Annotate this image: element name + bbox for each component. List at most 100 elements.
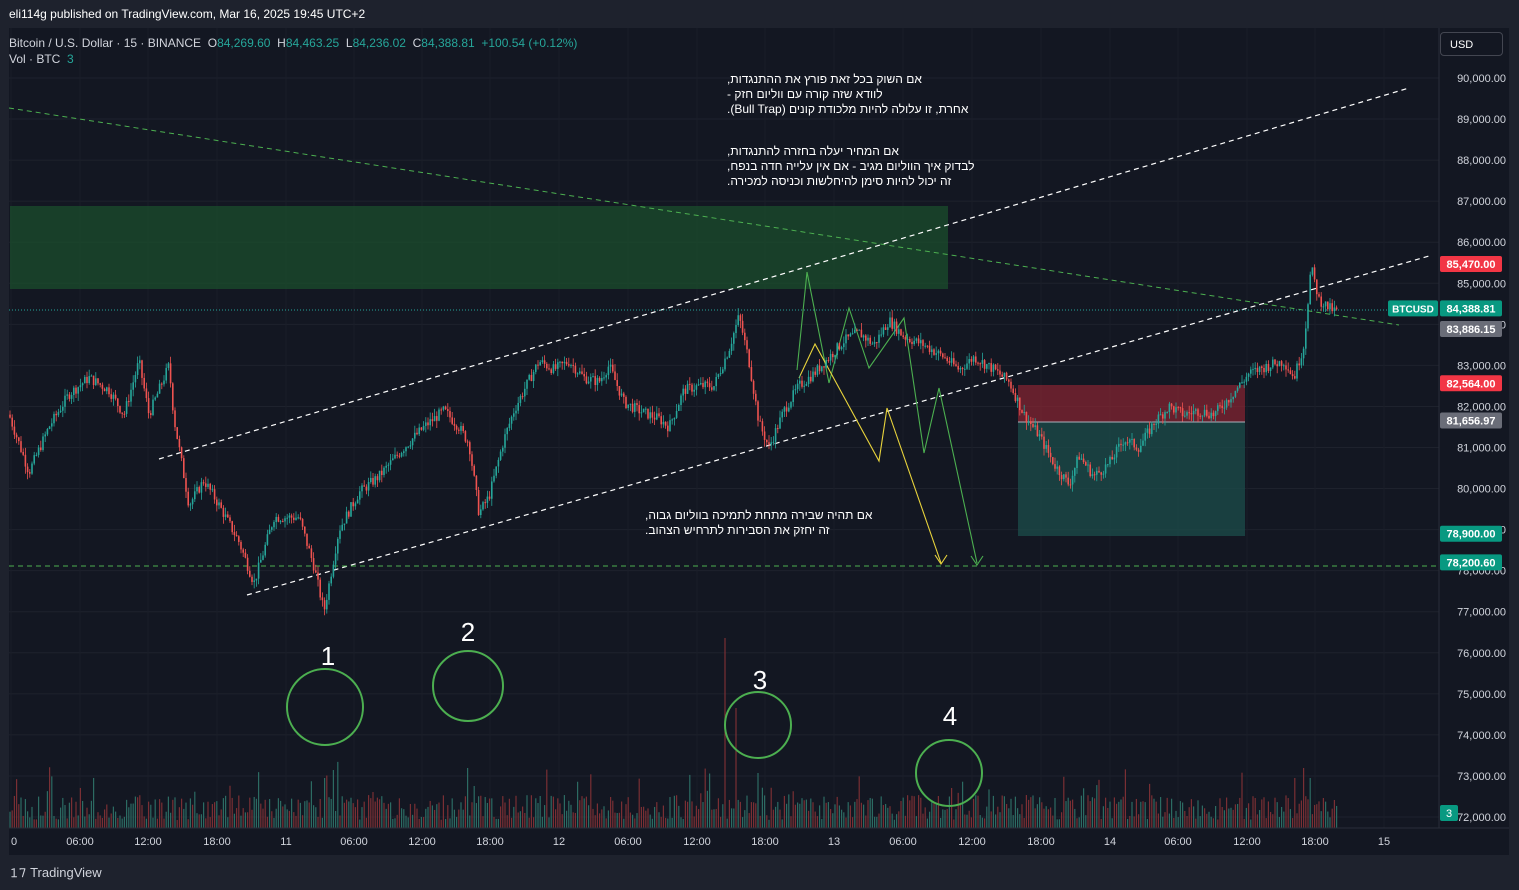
- volume-bar: [533, 817, 535, 828]
- candle-body: [365, 486, 368, 491]
- candle-body: [1096, 470, 1098, 475]
- volume-bar: [236, 808, 238, 828]
- volume-bar: [720, 816, 722, 828]
- volume-bar: [634, 818, 636, 828]
- volume-bar: [1149, 783, 1151, 828]
- volume-bar: [299, 802, 301, 828]
- candle-body: [400, 453, 403, 457]
- volume-bar: [981, 817, 983, 828]
- candle-body: [1019, 397, 1021, 411]
- volume-bar: [907, 795, 909, 828]
- candle-body: [374, 476, 376, 485]
- candle-body: [53, 413, 55, 424]
- chart-area[interactable]: 1 2 3 4 90,000.00 89,000.00 88,000.00 87,00…: [9, 28, 1509, 855]
- volume-label[interactable]: Vol · BTC: [9, 52, 61, 66]
- marker-number: 1: [321, 641, 335, 671]
- volume-bar: [405, 815, 407, 828]
- candle-body: [1256, 367, 1259, 373]
- candle-body: [629, 403, 632, 405]
- candle-body: [106, 387, 108, 392]
- candle-body: [255, 578, 258, 581]
- candle-body: [211, 489, 214, 491]
- candle-body: [174, 410, 176, 428]
- candle-body: [988, 363, 990, 365]
- candle-body: [1036, 425, 1039, 437]
- candle-body: [772, 441, 775, 443]
- volume-bar: [1309, 778, 1311, 828]
- candle-body: [939, 350, 942, 354]
- volume-bar: [742, 817, 744, 828]
- candle-body: [928, 345, 931, 353]
- candle-body: [233, 532, 236, 536]
- candle-body: [1082, 458, 1085, 463]
- candle-body: [739, 315, 742, 321]
- candle-body: [757, 401, 759, 421]
- candle-body: [893, 321, 896, 329]
- candle-body: [1093, 474, 1096, 476]
- candle-body: [169, 363, 172, 384]
- candle-body: [480, 509, 482, 516]
- candle-body: [889, 317, 891, 328]
- candle-body: [253, 580, 255, 582]
- currency-selector[interactable]: USD: [1440, 32, 1503, 56]
- volume-bar: [1063, 776, 1065, 828]
- candle-body: [271, 527, 273, 530]
- volume-bar: [1325, 801, 1327, 828]
- volume-bar: [794, 804, 796, 828]
- volume-bar: [31, 806, 33, 828]
- candle-body: [1208, 415, 1210, 419]
- candle-body: [631, 403, 634, 412]
- volume-bar: [398, 798, 400, 828]
- tradingview-logo[interactable]: 𝟷𝟽 TradingView: [10, 865, 102, 881]
- candle-body: [1225, 400, 1228, 408]
- candle-body: [1034, 425, 1036, 427]
- volume-bar: [687, 801, 689, 828]
- candle-body: [708, 383, 711, 388]
- candle-body: [565, 361, 568, 365]
- candle-body: [530, 374, 533, 382]
- candle-body: [367, 482, 370, 491]
- candle-body: [48, 426, 51, 429]
- candle-body: [524, 388, 526, 397]
- candle-body: [376, 476, 379, 481]
- price-chart[interactable]: 1 2 3 4 90,000.00 89,000.00 88,000.00 87,00…: [9, 28, 1509, 855]
- candle-body: [766, 439, 768, 443]
- volume-bar: [469, 815, 471, 828]
- candle-body: [1014, 393, 1017, 402]
- symbol-title[interactable]: Bitcoin / U.S. Dollar · 15 · BINANCE: [9, 36, 202, 50]
- candle-body: [792, 390, 794, 403]
- candle-body: [572, 365, 574, 367]
- volume-bar: [638, 778, 640, 828]
- candle-body: [9, 414, 11, 418]
- candle-body: [1065, 474, 1067, 478]
- candle-body: [539, 362, 541, 366]
- candle-body: [902, 335, 904, 338]
- volume-bar: [1294, 778, 1296, 828]
- candle-body: [519, 396, 522, 403]
- note-bottom: אם תהיה שבירה מתחת לתמיכה בווליום גבוה, …: [645, 508, 872, 538]
- volume-bar: [970, 817, 972, 828]
- volume-bar: [911, 795, 913, 828]
- candle-body: [592, 376, 594, 378]
- candle-body: [744, 332, 746, 341]
- candle-body: [11, 417, 13, 427]
- candle-body: [1120, 443, 1122, 445]
- candle-body: [1276, 364, 1278, 367]
- candle-body: [605, 375, 607, 378]
- volume-bar: [1171, 798, 1173, 828]
- candle-body: [550, 369, 552, 374]
- time-tick: 12:00: [683, 836, 711, 848]
- candle-body: [873, 342, 876, 344]
- volume-bar: [1237, 803, 1239, 828]
- volume-bar: [1144, 802, 1146, 828]
- candle-body: [856, 329, 858, 331]
- candle-body: [326, 599, 328, 610]
- volume-bar: [845, 817, 847, 828]
- candle-body: [913, 340, 915, 345]
- volume-bar: [22, 815, 24, 828]
- volume-bar: [616, 813, 618, 828]
- volume-bar: [992, 795, 994, 828]
- volume-bar: [176, 819, 178, 828]
- volume-bar: [486, 802, 488, 828]
- volume-bar: [568, 800, 570, 828]
